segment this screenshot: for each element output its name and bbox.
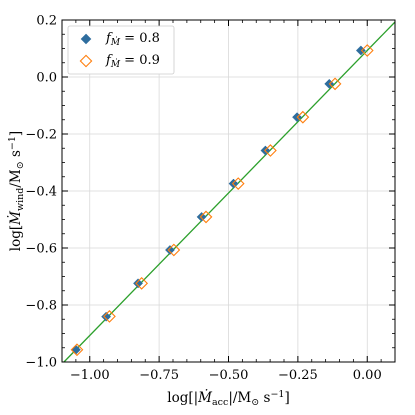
y-tick-label: −0.4 (25, 185, 57, 200)
y-tick-label: 0.0 (36, 71, 57, 86)
xlabel-sun: ⊙ (251, 397, 259, 408)
legend-f-1: f (105, 53, 113, 68)
data-point-series-0 (228, 178, 239, 189)
ylabel-var: Ṁ (7, 210, 24, 226)
data-point-series-1 (199, 210, 213, 224)
ylabel-rest: /M (8, 169, 24, 188)
data-point-series-1 (135, 276, 149, 290)
legend: fṀ = 0.8 fṀ = 0.9 (67, 25, 175, 75)
y-axis-label: log[Ṁwind/M⊙ s−1] (7, 131, 26, 251)
data-point-series-1 (296, 110, 310, 124)
data-point-series-0 (101, 311, 112, 322)
xlabel-sub: acc (212, 397, 228, 408)
ylabel-unit: s (8, 150, 24, 161)
ticks: −1.00 −0.75 −0.50 −0.25 0.00 −1.0 −0.8 −0.6 −0.4… (25, 14, 396, 383)
legend-sub-0: Ṁ (110, 36, 121, 48)
x-tick-label: −0.75 (139, 368, 179, 383)
legend-sub-1: Ṁ (110, 58, 121, 70)
data-point-series-1 (328, 77, 342, 91)
legend-label-0: fṀ = 0.8 (105, 31, 160, 48)
x-axis-label: log[|Ṁacc|/M⊙ s−1] (167, 389, 289, 408)
y-tick-label: −0.8 (25, 299, 57, 314)
legend-label-1: fṀ = 0.9 (105, 53, 160, 70)
data-point-series-0 (133, 278, 143, 289)
ylabel-sun: ⊙ (15, 161, 26, 169)
legend-marker-open-diamond (79, 54, 93, 68)
x-tick-label: −0.25 (278, 368, 318, 383)
data-point-series-1 (103, 310, 116, 323)
xlabel-close: ] (284, 390, 289, 406)
x-tick-label: −0.50 (209, 368, 249, 383)
data-point-series-1 (360, 44, 374, 57)
y-tick-label: −0.2 (25, 128, 57, 143)
fit-line (63, 21, 396, 363)
fit-line-layer (63, 21, 396, 363)
xlabel-rest: |/M (228, 390, 251, 406)
data-point-series-0 (164, 245, 175, 255)
data-points (70, 44, 374, 357)
xlabel-var: Ṁ (197, 389, 213, 406)
legend-box (67, 25, 175, 75)
y-tick-label: −1.0 (25, 356, 57, 371)
legend-marker-filled-diamond (80, 33, 92, 45)
xlabel-exp: −1 (270, 389, 284, 400)
data-point-series-1 (231, 177, 245, 190)
x-tick-label: −1.00 (70, 368, 110, 383)
legend-val-1: = 0.9 (120, 53, 160, 68)
data-point-series-1 (70, 343, 84, 357)
ylabel-sub: wind (15, 188, 26, 211)
data-point-series-0 (196, 211, 207, 222)
ylabel-close: ] (8, 131, 24, 136)
x-tick-label: 0.00 (353, 368, 382, 383)
xlabel-main: log[| (167, 390, 198, 406)
gridlines (62, 19, 395, 363)
legend-val-0: = 0.8 (120, 31, 160, 46)
xlabel-unit: s (259, 390, 270, 406)
ylabel-main: log[ (8, 225, 24, 251)
y-tick-label: −0.6 (25, 242, 57, 257)
legend-f-0: f (105, 31, 113, 46)
ylabel-exp: −1 (7, 136, 18, 150)
y-tick-label: 0.2 (36, 14, 57, 29)
data-point-series-1 (167, 243, 181, 257)
data-point-series-1 (264, 144, 277, 157)
